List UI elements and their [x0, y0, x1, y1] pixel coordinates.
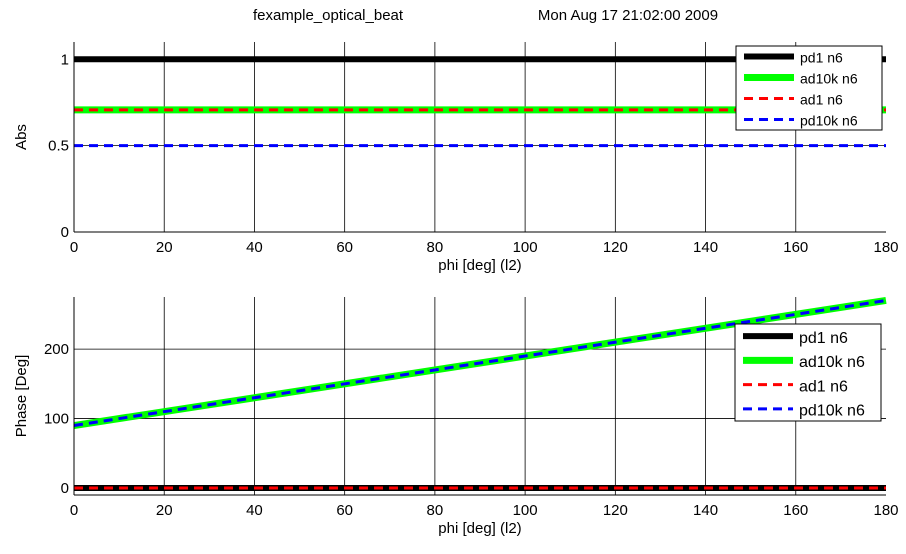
x-axis-label: phi [deg] (l2): [438, 520, 521, 537]
abs-plot: 0 20 40 60 80 100 120 140 160 180 0 0.5 1 phi [deg] (…: [13, 42, 899, 274]
x-tick-label: 160: [783, 502, 808, 519]
x-tick-label: 40: [246, 239, 263, 256]
legend-box: [735, 45, 883, 131]
y-tick-label: 1: [61, 51, 69, 68]
legend-label: ad10k n6: [800, 70, 858, 86]
y-tick-label: 0.5: [48, 138, 69, 155]
legend-label: ad1 n6: [800, 91, 843, 107]
x-tick-label: 100: [513, 239, 538, 256]
y-axis-label: Phase [Deg]: [13, 355, 30, 438]
legend-label: pd1 n6: [799, 330, 848, 347]
x-tick-label: 120: [603, 239, 628, 256]
y-tick-label: 100: [44, 411, 69, 428]
legend-label: ad1 n6: [799, 378, 848, 395]
x-tick-label: 100: [513, 502, 538, 519]
y-tick-label: 0: [61, 224, 69, 241]
legend-label: pd10k n6: [799, 403, 865, 420]
x-tick-label: 80: [427, 239, 444, 256]
legend-label: pd1 n6: [800, 49, 843, 65]
x-tick-label: 60: [336, 502, 353, 519]
legend-label: ad10k n6: [799, 354, 865, 371]
x-tick-label: 20: [156, 502, 173, 519]
legend-box: [734, 323, 882, 422]
x-tick-label: 140: [693, 502, 718, 519]
y-axis-label: Abs: [13, 124, 30, 150]
y-tick-label: 200: [44, 341, 69, 358]
x-tick-label: 180: [873, 502, 898, 519]
x-axis-label: phi [deg] (l2): [438, 257, 521, 274]
x-tick-label: 40: [246, 502, 263, 519]
x-tick-label: 20: [156, 239, 173, 256]
x-tick-label: 0: [70, 239, 78, 256]
x-tick-label: 120: [603, 502, 628, 519]
x-tick-label: 160: [783, 239, 808, 256]
series-line-pd10k-n6: [73, 298, 887, 428]
x-tick-label: 140: [693, 239, 718, 256]
y-tick-label: 0: [61, 480, 69, 497]
x-tick-label: 0: [70, 502, 78, 519]
x-tick-label: 80: [427, 502, 444, 519]
phase-plot: 0 20 40 60 80 100 120 140 160 180 0 100 200 phi [deg]…: [13, 297, 899, 537]
chart-header-date: Mon Aug 17 21:02:00 2009: [538, 7, 718, 24]
x-tick-label: 60: [336, 239, 353, 256]
chart-header-name: fexample_optical_beat: [253, 7, 404, 24]
x-tick-label: 180: [873, 239, 898, 256]
legend-label: pd10k n6: [800, 112, 858, 128]
